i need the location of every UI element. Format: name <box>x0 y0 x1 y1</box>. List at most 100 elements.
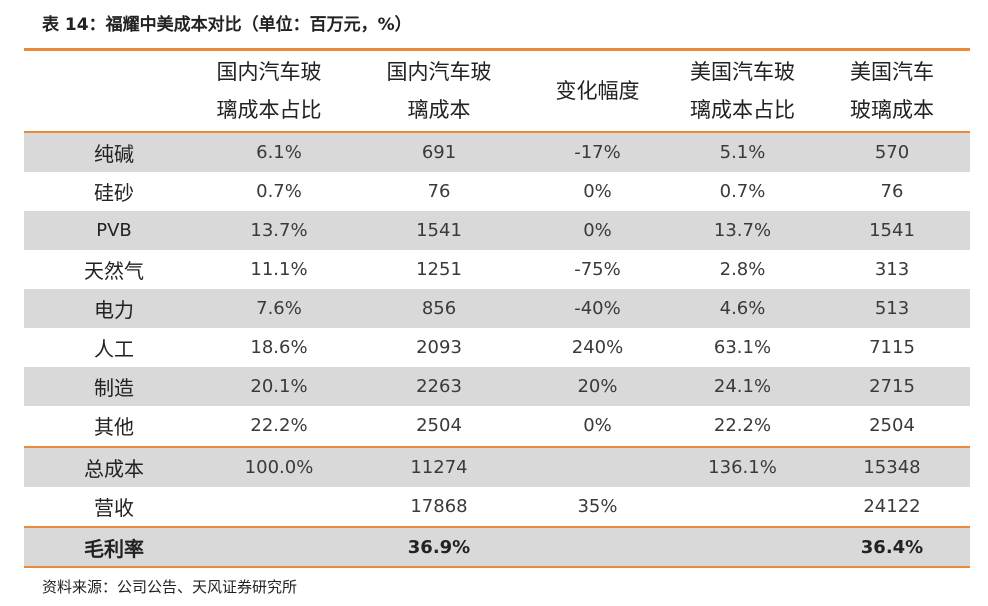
table-cell: 0% <box>583 415 612 436</box>
header-line: 璃成本占比 <box>216 98 322 122</box>
table-cell: 11274 <box>410 457 468 478</box>
table-row: 人工 18.6% 2093 240% 63.1% 7115 <box>24 328 970 367</box>
table-row: 纯碱 6.1% 691 -17% 5.1% 570 <box>24 133 970 172</box>
table-row: 硅砂 0.7% 76 0% 0.7% 76 <box>24 172 970 211</box>
table-cell: 691 <box>421 142 457 163</box>
table-row: 制造 20.1% 2263 20% 24.1% 2715 <box>24 367 970 406</box>
table-cell: 11.1% <box>250 259 308 280</box>
table-cell: 0% <box>583 181 612 202</box>
table-cell: 76 <box>427 181 451 202</box>
table-cell: 17868 <box>410 496 468 517</box>
table-cell: 7115 <box>869 337 915 358</box>
header-cell <box>24 52 184 130</box>
table-cell <box>671 528 814 567</box>
table-cell: 24.1% <box>713 376 772 397</box>
table-cell: 1251 <box>416 259 462 280</box>
table-cell: -75% <box>574 259 621 280</box>
table-cell: 2093 <box>416 337 462 358</box>
header-line: 变化幅度 <box>555 79 640 103</box>
total-rule <box>24 526 970 528</box>
table-row: 营收 17868 35% 24122 <box>24 487 970 526</box>
row-label: 总成本 <box>84 457 144 481</box>
table-row: 毛利率 36.9% 36.4% <box>24 528 970 567</box>
header-line: 国内汽车玻 <box>386 60 492 84</box>
row-label: 人工 <box>94 337 134 361</box>
table-cell: 6.1% <box>256 142 302 163</box>
table-row: PVB 13.7% 1541 0% 13.7% 1541 <box>24 211 970 250</box>
table-cell: 5.1% <box>719 142 766 163</box>
table-cell <box>671 487 814 526</box>
table-cell: 2504 <box>869 415 915 436</box>
table-cell: 76 <box>880 181 904 202</box>
header-cell: 变化幅度 <box>524 52 671 130</box>
table-cell: 0.7% <box>719 181 766 202</box>
table-row: 电力 7.6% 856 -40% 4.6% 513 <box>24 289 970 328</box>
source-note: 资料来源：公司公告、天风证券研究所 <box>42 578 298 596</box>
table-cell: -40% <box>574 298 621 319</box>
header-line: 国内汽车玻 <box>216 60 322 84</box>
table-cell <box>524 448 671 487</box>
table-cell: 2504 <box>416 415 462 436</box>
table-header: 国内汽车玻 璃成本占比 国内汽车玻 璃成本 变化幅度 美国汽车玻 璃成本占比 美… <box>24 52 970 130</box>
header-line: 美国汽车 <box>850 60 934 84</box>
table-cell: 1541 <box>416 220 462 241</box>
table-cell: 1541 <box>869 220 915 241</box>
table-cell: 513 <box>874 298 910 319</box>
table-cell: 18.6% <box>250 337 308 358</box>
table-cell: 22.2% <box>250 415 308 436</box>
table-cell: -17% <box>574 142 621 163</box>
table-cell: 0% <box>583 220 612 241</box>
row-label: 制造 <box>94 376 134 400</box>
header-rule <box>24 131 970 133</box>
table-cell: 20.1% <box>250 376 308 397</box>
row-label: 毛利率 <box>84 537 144 561</box>
table-cell: 15348 <box>863 457 921 478</box>
row-label: 其他 <box>94 415 134 439</box>
header-line: 玻璃成本 <box>850 98 934 122</box>
row-label: 硅砂 <box>94 181 134 205</box>
header-cell: 美国汽车 玻璃成本 <box>814 52 970 130</box>
table-cell: 313 <box>874 259 910 280</box>
table-row: 天然气 11.1% 1251 -75% 2.8% 313 <box>24 250 970 289</box>
row-label: PVB <box>96 220 132 241</box>
table-cell: 2263 <box>416 376 462 397</box>
header-cell: 美国汽车玻 璃成本占比 <box>671 52 814 130</box>
row-label: 天然气 <box>84 259 144 283</box>
table-cell: 35% <box>577 496 618 517</box>
table-cell: 13.7% <box>250 220 308 241</box>
table-cell: 20% <box>577 376 618 397</box>
row-label: 纯碱 <box>94 142 134 166</box>
table-cell: 4.6% <box>719 298 766 319</box>
table-cell: 63.1% <box>713 337 772 358</box>
header-line: 美国汽车玻 <box>690 60 795 84</box>
table-cell: 7.6% <box>256 298 302 319</box>
table-cell <box>204 528 354 567</box>
header-line: 璃成本占比 <box>690 98 795 122</box>
top-rule <box>24 48 970 51</box>
table-row: 总成本 100.0% 11274 136.1% 15348 <box>24 448 970 487</box>
table-cell: 240% <box>571 337 624 358</box>
table-cell: 36.9% <box>407 537 471 558</box>
table-cell: 2.8% <box>719 259 766 280</box>
subtotal-rule <box>24 446 970 448</box>
table-cell <box>204 487 354 526</box>
row-label: 营收 <box>94 496 134 520</box>
table-cell: 22.2% <box>713 415 772 436</box>
table-cell: 24122 <box>863 496 921 517</box>
table-cell: 36.4% <box>860 537 924 558</box>
table-cell <box>524 528 671 567</box>
table-row: 其他 22.2% 2504 0% 22.2% 2504 <box>24 406 970 445</box>
header-cell: 国内汽车玻 璃成本占比 <box>184 52 354 130</box>
row-label: 电力 <box>94 298 134 322</box>
table-cell: 2715 <box>869 376 915 397</box>
table-cell: 136.1% <box>708 457 777 478</box>
header-cell: 国内汽车玻 璃成本 <box>354 52 524 130</box>
table-cell: 856 <box>421 298 457 319</box>
bottom-rule <box>24 566 970 568</box>
table-title: 表 14：福耀中美成本对比（单位：百万元，%） <box>42 15 412 35</box>
table-cell: 570 <box>874 142 910 163</box>
table-cell: 100.0% <box>244 457 314 478</box>
header-line: 璃成本 <box>407 98 471 122</box>
table-cell: 13.7% <box>713 220 772 241</box>
table-cell: 0.7% <box>256 181 302 202</box>
